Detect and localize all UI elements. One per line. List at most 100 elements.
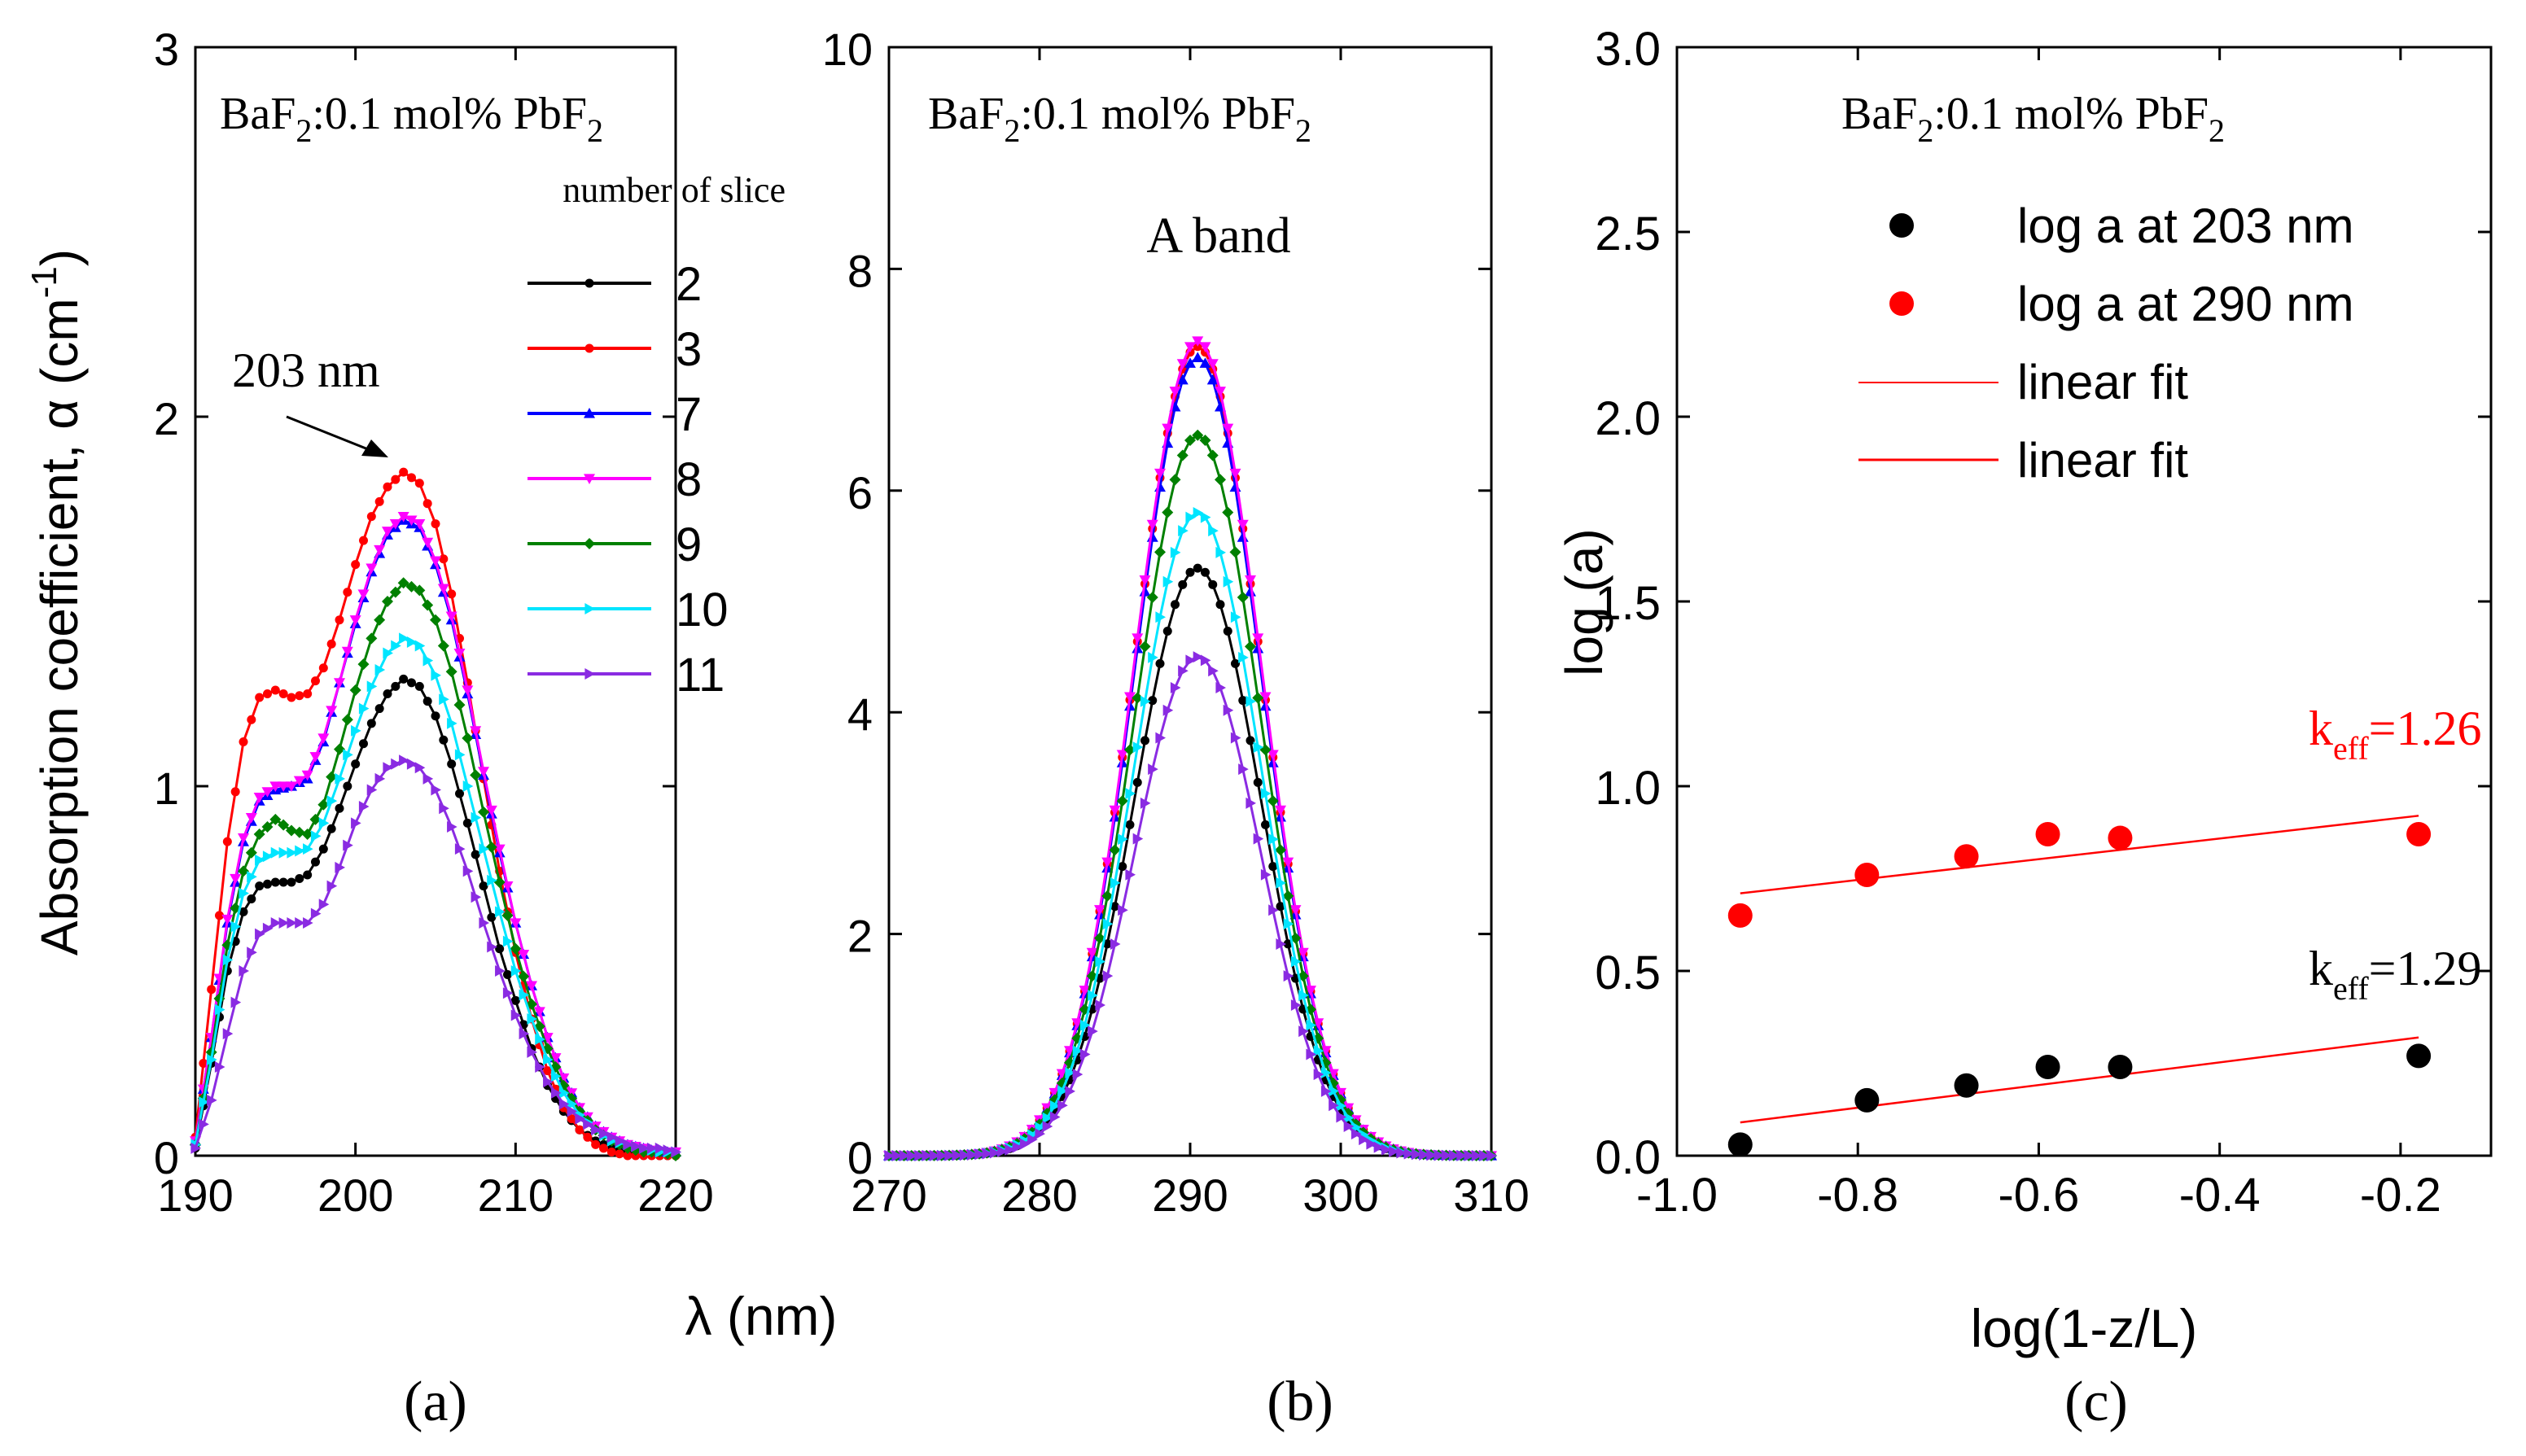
point-c-203 (1854, 1087, 1880, 1113)
point-a-11 (487, 941, 497, 953)
point-a-11 (439, 802, 449, 815)
annotation-203nm: 203 nm (232, 343, 380, 397)
point-a-9 (470, 769, 482, 781)
point-a-2 (383, 689, 392, 698)
series-b-9-line (888, 433, 1492, 1157)
point-a-10 (567, 1098, 578, 1110)
y-tick-label: 2.0 (1595, 392, 1661, 445)
point-b-8 (1305, 986, 1316, 996)
point-b-2 (1132, 777, 1142, 787)
point-a-8 (445, 611, 457, 623)
point-b-8 (1176, 359, 1189, 369)
point-a-3 (599, 1143, 608, 1153)
point-a-9 (462, 732, 474, 744)
point-b-11 (899, 1149, 910, 1161)
point-a-11 (447, 820, 457, 833)
point-a-9 (453, 699, 466, 711)
point-b-10 (1170, 546, 1181, 558)
point-b-11 (1102, 970, 1114, 982)
panel-c: -1.0 -0.8 -0.6 -0.4 -0.2 0.0 0.5 1.0 1.5 2.0 2.5 3.… (1555, 23, 2493, 1433)
point-a-9 (397, 577, 409, 589)
point-b-7 (1206, 374, 1219, 385)
point-a-11 (558, 1098, 570, 1110)
legend-title-a: number of slice (563, 170, 786, 210)
point-a-11 (343, 839, 353, 851)
point-a-9 (366, 632, 378, 645)
point-a-8 (341, 646, 353, 658)
point-a-11 (239, 965, 249, 977)
point-a-11 (270, 916, 282, 929)
point-a-8 (526, 981, 537, 992)
point-a-10 (535, 1033, 545, 1045)
point-b-11 (1464, 1149, 1475, 1161)
point-a-2 (414, 681, 424, 691)
point-a-11 (310, 907, 322, 920)
point-a-9 (478, 806, 489, 818)
point-b-11 (1283, 970, 1294, 982)
point-a-9 (238, 865, 249, 877)
point-b-10 (1200, 511, 1211, 523)
point-b-9 (1116, 795, 1128, 807)
axis-ticks-a: 190 200 210 220 0 1 2 3 (154, 24, 714, 1221)
point-b-11 (1230, 732, 1241, 744)
y-tick-label: 10 (822, 24, 873, 75)
point-b-11 (1215, 681, 1226, 693)
point-a-11 (471, 891, 482, 903)
point-b-9 (1282, 890, 1294, 902)
legend-a-label-10: 10 (676, 584, 729, 636)
point-b-11 (1132, 833, 1144, 845)
point-b-10 (1125, 788, 1136, 800)
point-b-11 (914, 1149, 925, 1161)
fit-line-1 (1740, 1036, 2419, 1124)
point-a-8 (374, 544, 386, 556)
annotation-arrow-line (286, 415, 377, 454)
point-a-8 (478, 767, 489, 777)
point-a-11 (199, 1118, 209, 1130)
point-b-8 (1297, 947, 1309, 959)
point-b-10 (1072, 1045, 1084, 1057)
point-a-8 (382, 527, 393, 537)
legend-a-marker-11 (584, 668, 595, 680)
annotation-keff-203: keff=1.29 (2309, 942, 2482, 1007)
point-a-11 (247, 947, 257, 959)
point-b-11 (884, 1149, 895, 1161)
point-b-10 (1110, 877, 1121, 889)
point-a-8 (533, 1007, 545, 1017)
point-a-2 (318, 844, 328, 854)
point-a-8 (230, 873, 242, 885)
point-b-11 (1320, 1085, 1332, 1097)
point-a-11 (278, 916, 290, 929)
point-b-10 (1095, 955, 1105, 968)
point-a-8 (437, 584, 449, 595)
point-a-8 (422, 537, 434, 549)
point-a-9 (278, 819, 290, 831)
point-b-2 (1171, 600, 1180, 610)
point-b-9 (1109, 844, 1121, 856)
point-b-2 (1110, 902, 1119, 912)
point-a-11 (255, 928, 265, 940)
legend-a-label-2: 2 (676, 258, 702, 311)
point-b-7 (1132, 642, 1144, 654)
x-tick-label: -0.8 (1817, 1169, 1898, 1222)
point-b-11 (1245, 797, 1256, 809)
point-b-2 (1185, 567, 1195, 577)
series-group-a (190, 467, 681, 1161)
point-a-11 (639, 1142, 650, 1154)
point-a-3 (222, 837, 232, 846)
point-b-10 (1178, 525, 1189, 537)
point-b-9 (1229, 546, 1241, 558)
point-b-9 (1289, 932, 1302, 944)
x-tick-label: -0.6 (1998, 1169, 2079, 1222)
point-a-11 (303, 916, 313, 929)
point-a-2 (343, 781, 352, 791)
point-a-10 (335, 772, 345, 785)
point-b-11 (1162, 704, 1174, 716)
point-b-2 (1162, 627, 1172, 636)
point-b-11 (1373, 1141, 1385, 1153)
point-a-11 (479, 916, 489, 929)
point-b-8 (1327, 1069, 1339, 1080)
point-a-3 (414, 479, 424, 488)
point-b-11 (1426, 1149, 1437, 1161)
point-a-9 (501, 909, 514, 921)
